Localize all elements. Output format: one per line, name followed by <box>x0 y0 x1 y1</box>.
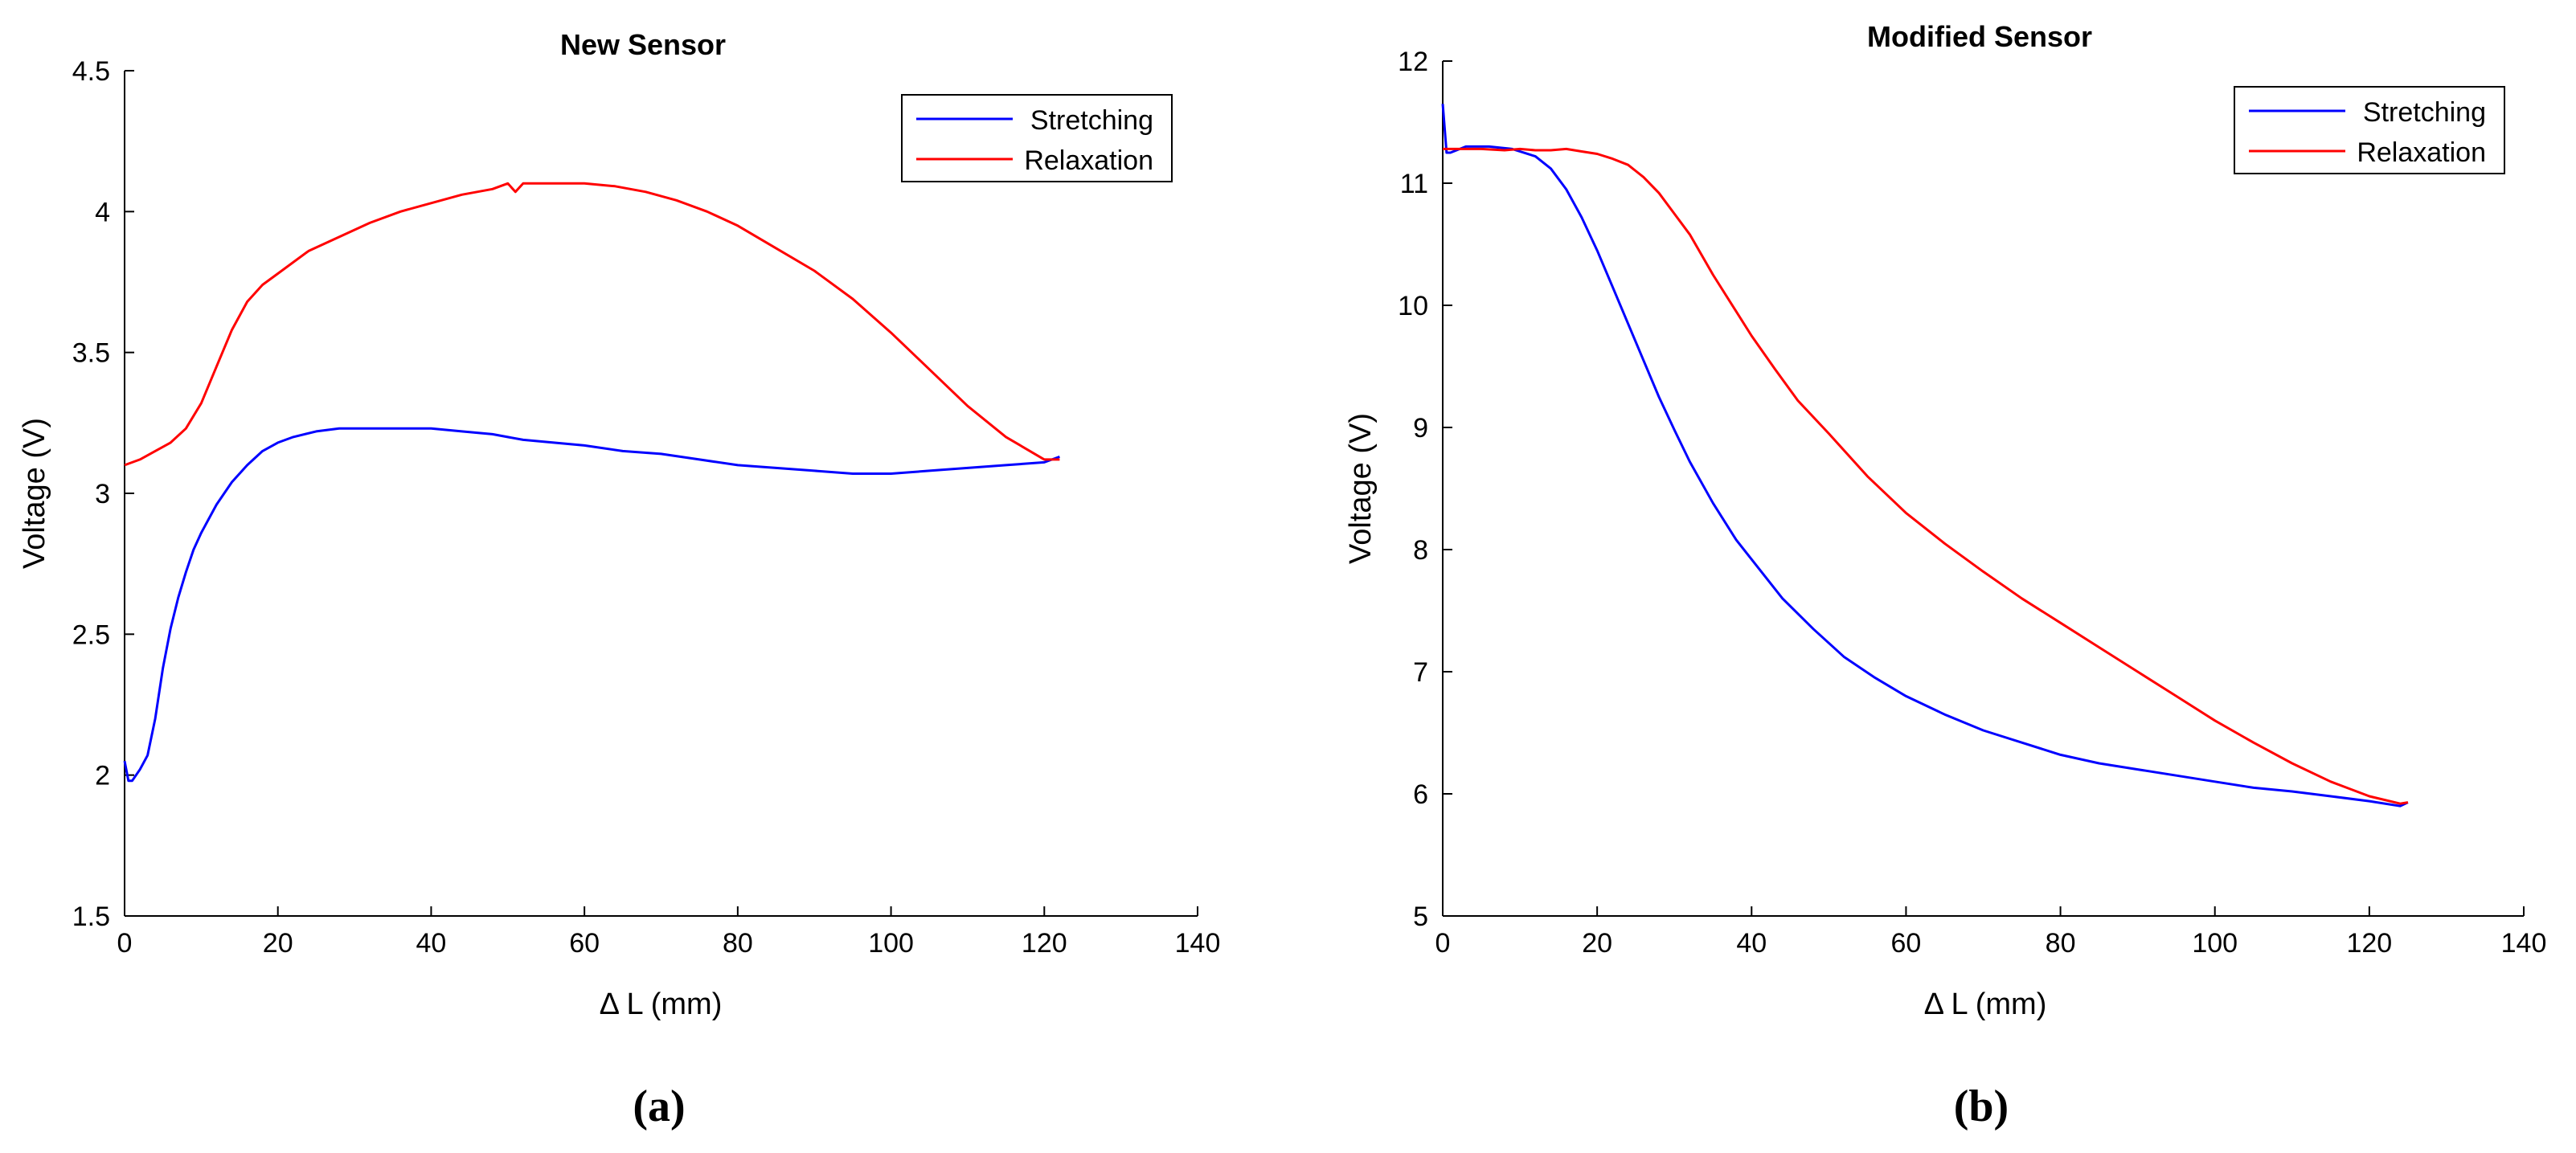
series-line-stretching <box>123 427 1060 783</box>
series-line-relaxation <box>1443 147 2409 805</box>
y-tick-label: 11 <box>1400 169 1428 199</box>
y-tick-label: 2.5 <box>72 619 110 650</box>
x-tick-label: 100 <box>868 928 914 959</box>
x-tick-label: 80 <box>723 928 753 959</box>
y-tick-label: 9 <box>1413 413 1428 444</box>
y-tick-label: 2 <box>95 761 110 791</box>
series-line-relaxation <box>124 182 1060 467</box>
x-ticks: 0 20 40 60 80 100 120 140 <box>1435 906 2547 959</box>
legend: Stretching Relaxation <box>901 94 1173 182</box>
x-tick-label: 140 <box>2501 928 2547 959</box>
x-axis-label: Δ L (mm) <box>600 987 723 1021</box>
y-tick-label: 4 <box>95 197 110 227</box>
y-axis-label: Voltage (V) <box>1344 413 1378 564</box>
y-tick-label: 6 <box>1413 779 1428 810</box>
legend-label-stretching: Stretching <box>2363 97 2486 128</box>
x-tick-label: 60 <box>1891 928 1922 959</box>
x-tick-label: 80 <box>2046 928 2076 959</box>
y-tick-label: 1.5 <box>72 902 110 932</box>
x-tick-label: 120 <box>1022 928 1067 959</box>
chart-panel-b: Modified Sensor 0 20 40 60 80 100 120 140 5 6 7 8 9… <box>1344 20 2546 1131</box>
legend: Stretching Relaxation <box>2234 86 2505 174</box>
x-tick-label: 0 <box>117 928 133 959</box>
x-tick-label: 40 <box>416 928 447 959</box>
y-tick-label: 3 <box>95 479 110 509</box>
legend-label-relaxation: Relaxation <box>1024 145 1153 176</box>
legend-box <box>2234 86 2505 174</box>
chart-title: New Sensor <box>560 28 726 61</box>
x-tick-label: 40 <box>1736 928 1767 959</box>
x-tick-label: 20 <box>1582 928 1612 959</box>
series-line-stretching <box>1441 104 2409 808</box>
y-ticks: 1.5 2 2.5 3 3.5 4 4.5 <box>72 56 134 932</box>
y-axis-label: Voltage (V) <box>18 418 51 569</box>
x-tick-label: 0 <box>1435 928 1451 959</box>
legend-label-stretching: Stretching <box>1030 105 1153 136</box>
y-tick-label: 12 <box>1398 47 1428 77</box>
x-ticks: 0 20 40 60 80 100 120 140 <box>117 906 1221 959</box>
legend-box <box>901 94 1173 182</box>
legend-label-relaxation: Relaxation <box>2357 137 2486 168</box>
x-tick-label: 100 <box>2192 928 2238 959</box>
chart-panel-a: New Sensor 0 20 40 60 80 100 120 140 1.5 2 2.5 3 3.… <box>18 28 1220 1131</box>
x-tick-label: 120 <box>2346 928 2392 959</box>
x-tick-label: 20 <box>263 928 293 959</box>
panel-caption: (a) <box>633 1081 685 1131</box>
y-tick-label: 4.5 <box>72 56 110 87</box>
y-tick-label: 5 <box>1413 902 1428 932</box>
series-group <box>1441 104 2409 808</box>
y-tick-label: 10 <box>1398 291 1428 321</box>
y-tick-label: 8 <box>1413 535 1428 566</box>
x-axis-label: Δ L (mm) <box>1924 987 2047 1021</box>
x-tick-label: 60 <box>569 928 600 959</box>
y-ticks: 5 6 7 8 9 10 11 12 <box>1398 47 1452 932</box>
chart-title: Modified Sensor <box>1867 20 2092 53</box>
x-tick-label: 140 <box>1175 928 1221 959</box>
series-group <box>123 182 1060 783</box>
y-tick-label: 7 <box>1413 657 1428 688</box>
y-tick-label: 3.5 <box>72 338 110 369</box>
panel-caption: (b) <box>1954 1081 2009 1131</box>
